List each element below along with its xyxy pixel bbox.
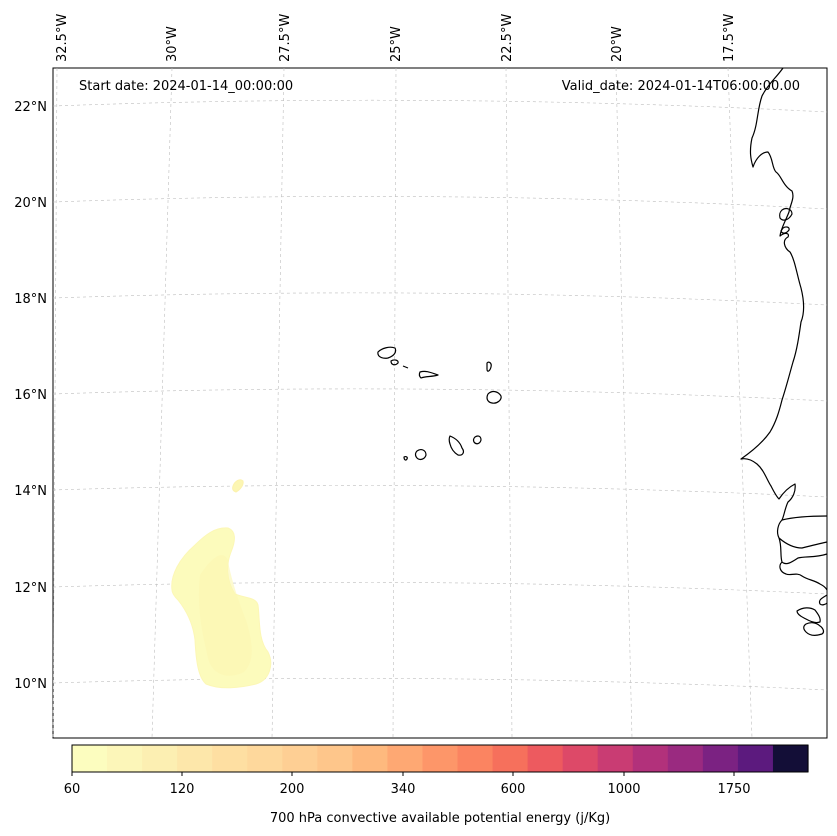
colorbar-tick-labels: 60 120 200 340 600 1000 1750	[64, 782, 751, 797]
island-fogo	[414, 449, 427, 461]
lon-label: 22.5°W	[500, 14, 515, 62]
colorbar-tick-label: 600	[501, 782, 526, 797]
island-brava	[403, 456, 408, 461]
lon-label: 17.5°W	[722, 14, 737, 62]
colorbar-segment	[597, 745, 634, 772]
lat-label: 12°N	[14, 581, 47, 596]
lon-label: 32.5°W	[55, 14, 70, 62]
coast-guinea	[796, 594, 828, 624]
colorbar-segment	[457, 745, 494, 772]
lon-label: 27.5°W	[278, 14, 293, 62]
coast-guinea-bissau	[776, 519, 828, 591]
colorbar-segment	[107, 745, 143, 772]
island-sao-vicente	[390, 359, 399, 366]
colorbar-tick-label: 340	[391, 782, 416, 797]
lon-labels: 32.5°W 30°W 27.5°W 25°W 22.5°W 20°W 17.5…	[55, 14, 737, 62]
cape-region-inner	[198, 555, 252, 676]
colorbar-segment	[352, 745, 389, 772]
colorbar-tick-label: 120	[170, 782, 195, 797]
colorbar-label: 700 hPa convective available potential e…	[270, 811, 610, 826]
coast-island-north-1	[779, 208, 793, 221]
island-boa-vista	[486, 390, 502, 404]
cape-field	[171, 479, 272, 689]
map-frame	[52, 67, 828, 739]
colorbar-segment	[72, 745, 108, 772]
colorbar-segment	[142, 745, 178, 772]
colorbar-frame	[71, 744, 809, 773]
lat-label: 10°N	[14, 677, 47, 692]
colorbar-segment	[317, 745, 353, 772]
start-date-label: Start date: 2024-01-14_00:00:00	[79, 79, 293, 94]
lat-label: 18°N	[14, 292, 47, 307]
coast-mauritania-senegal	[740, 67, 828, 521]
colorbar-tick-label: 200	[280, 782, 305, 797]
cape-verde-islands	[377, 346, 502, 461]
colorbar-segment	[527, 745, 564, 772]
colorbar-segment	[667, 745, 704, 772]
lon-label: 20°W	[610, 26, 625, 62]
colorbar-segment	[562, 745, 599, 772]
colorbar-segment	[702, 745, 739, 772]
lon-label: 30°W	[165, 26, 180, 62]
colorbar-segment	[632, 745, 669, 772]
island-santa-luzia	[402, 365, 409, 369]
island-santiago	[448, 435, 464, 456]
lat-labels: 22°N 20°N 18°N 16°N 14°N 12°N 10°N	[14, 100, 47, 692]
colorbar-segment	[212, 745, 248, 772]
island-sao-nicolau	[418, 370, 439, 379]
cape-region-small	[232, 479, 244, 493]
colorbar-segment	[772, 745, 809, 772]
colorbar-segment	[422, 745, 459, 772]
island-sal	[486, 361, 492, 372]
colorbar-segment	[737, 745, 774, 772]
colorbar-tick-label: 1750	[717, 782, 750, 797]
coast-island-north-2	[780, 226, 790, 234]
colorbar-ticks	[71, 772, 735, 776]
lon-label: 25°W	[389, 26, 404, 62]
colorbar-tick-label: 1000	[607, 782, 640, 797]
lat-label: 20°N	[14, 196, 47, 211]
coast-sierra-leone	[803, 622, 825, 636]
colorbar-segment	[282, 745, 318, 772]
colorbar-segment	[177, 745, 213, 772]
colorbar-tick-label: 60	[64, 782, 81, 797]
valid-date-label: Valid_date: 2024-01-14T06:00:00.00	[562, 79, 800, 94]
lat-label: 22°N	[14, 100, 47, 115]
colorbar	[72, 745, 809, 772]
island-santo-antao	[377, 346, 397, 359]
colorbar-segment	[387, 745, 424, 772]
coastline-africa	[740, 67, 828, 636]
parallel-gridlines	[52, 99, 828, 691]
colorbar-segment	[492, 745, 529, 772]
lat-label: 16°N	[14, 388, 47, 403]
lat-label: 14°N	[14, 484, 47, 499]
island-maio	[472, 435, 482, 445]
colorbar-segment	[247, 745, 283, 772]
meridian-gridlines	[52, 67, 753, 739]
